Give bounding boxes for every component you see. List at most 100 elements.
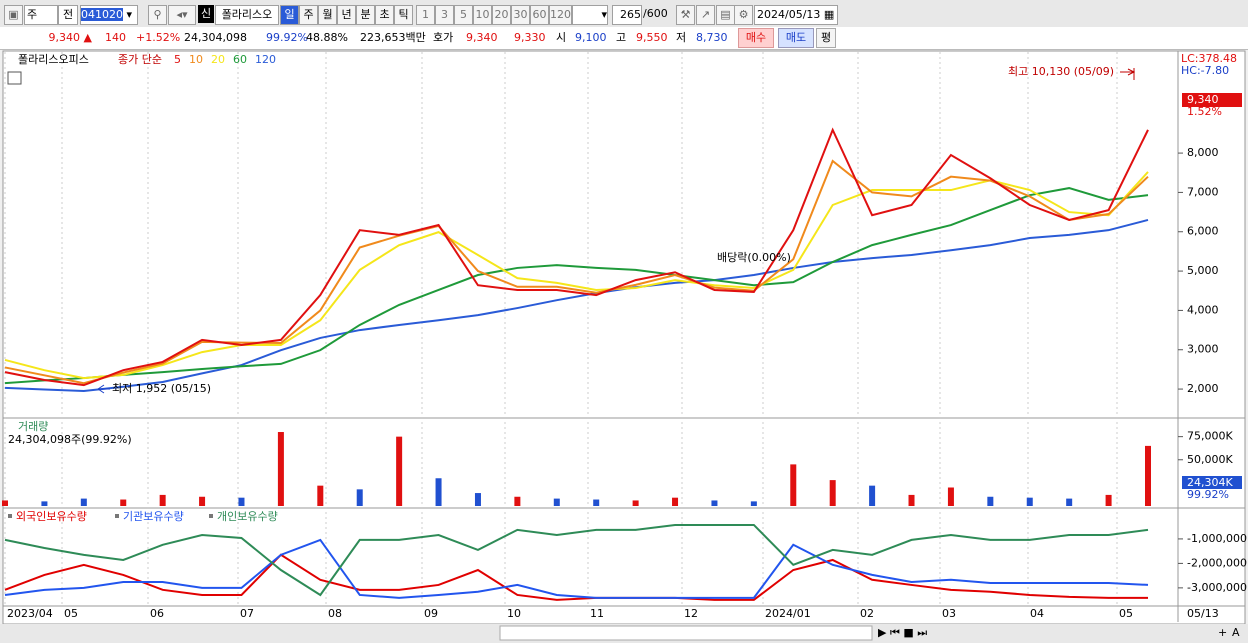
legend-entry: 개인보유수량 bbox=[217, 510, 278, 523]
x-tick-label: 08 bbox=[328, 607, 342, 620]
panel-title: 거래량 bbox=[18, 420, 48, 433]
volume-bar bbox=[1105, 494, 1112, 506]
count-button[interactable]: 30 bbox=[511, 5, 530, 25]
y-tick-label: 75,000K bbox=[1187, 430, 1233, 443]
annotation: 배당락(0.00%) bbox=[717, 251, 791, 264]
legend-dot bbox=[115, 514, 119, 518]
menu-icon[interactable]: ▣ bbox=[4, 5, 23, 25]
tool-icon[interactable]: ⚒ bbox=[676, 5, 695, 25]
settings-icon[interactable]: ⚙ bbox=[734, 5, 753, 25]
y-tick-label: 7,000 bbox=[1187, 185, 1219, 198]
count-button[interactable]: 120 bbox=[549, 5, 572, 25]
volume-bar bbox=[1066, 498, 1073, 506]
code-input[interactable]: 041020 ▾ bbox=[80, 5, 138, 25]
y-tick-label: 3,000 bbox=[1187, 343, 1219, 356]
legend-entry: 10 bbox=[189, 53, 203, 66]
unit-button[interactable]: 분 bbox=[356, 5, 375, 25]
unit-button[interactable]: 초 bbox=[375, 5, 394, 25]
nav-buttons[interactable]: ▶ ⏮ ■ ⏭ bbox=[878, 626, 927, 639]
annotation: 최고 10,130 (05/09) bbox=[1008, 65, 1114, 78]
series-line bbox=[4, 159, 1149, 385]
prev-button[interactable]: 전 bbox=[58, 5, 78, 25]
y-tick-label: -3,000,000 bbox=[1187, 581, 1247, 594]
x-tick-label: 02 bbox=[860, 607, 874, 620]
table-icon[interactable] bbox=[7, 71, 22, 85]
date-input[interactable]: 2024/05/13 ▦ bbox=[754, 5, 838, 25]
high-arrow bbox=[1120, 68, 1136, 80]
code: 041020 bbox=[81, 8, 123, 21]
legend-title: 종가 단순 bbox=[118, 53, 162, 66]
avg-button[interactable]: 평 bbox=[816, 28, 836, 48]
count-button[interactable]: 3 bbox=[435, 5, 454, 25]
volume-bar bbox=[80, 498, 87, 506]
x-last-label: 05/13 bbox=[1187, 607, 1219, 620]
sound-button[interactable]: ◂▾ bbox=[168, 5, 196, 25]
x-tick-label: 09 bbox=[424, 607, 438, 620]
date: 2024/05/13 bbox=[757, 8, 821, 21]
legend-entry: 외국인보유수량 bbox=[16, 510, 87, 523]
volume-bar bbox=[356, 489, 363, 506]
open: 9,100 bbox=[575, 31, 607, 44]
volume-bar bbox=[869, 485, 876, 506]
blank-select[interactable]: ▾ bbox=[572, 5, 608, 25]
amount: 223,653백만 bbox=[360, 31, 426, 44]
volume-bar bbox=[2, 500, 8, 506]
buy-button[interactable]: 매수 bbox=[738, 28, 774, 48]
period-select[interactable]: 주 bbox=[24, 5, 58, 25]
volume-bar bbox=[711, 500, 718, 506]
count-button[interactable]: 5 bbox=[454, 5, 473, 25]
count-button[interactable]: 1 bbox=[416, 5, 435, 25]
volume-bar bbox=[277, 432, 284, 506]
x-tick-label: 2024/01 bbox=[765, 607, 811, 620]
unit-button[interactable]: 틱 bbox=[394, 5, 413, 25]
volume-bar bbox=[514, 496, 521, 506]
low-label: 저 bbox=[676, 31, 687, 44]
chart-frame bbox=[2, 50, 1246, 625]
scale-note: HC:-7.80 bbox=[1181, 64, 1229, 77]
unit-button[interactable]: 주 bbox=[299, 5, 318, 25]
low-arrow bbox=[97, 384, 110, 394]
volume-pct: 99.92% bbox=[266, 31, 308, 44]
volume-bar bbox=[987, 496, 994, 506]
shown-count[interactable]: 265 bbox=[612, 5, 642, 25]
count-button[interactable]: 60 bbox=[530, 5, 549, 25]
series-line bbox=[4, 218, 1149, 393]
volume-bar bbox=[435, 478, 442, 506]
y-tick-label: -2,000,000 bbox=[1187, 556, 1247, 569]
series-line bbox=[4, 127, 1149, 387]
stock-name[interactable]: 폴라리스오 bbox=[215, 5, 279, 25]
series-line bbox=[4, 553, 1148, 601]
low: 8,730 bbox=[696, 31, 728, 44]
legend-entry: 60 bbox=[233, 53, 247, 66]
x-tick-label: 03 bbox=[942, 607, 956, 620]
new-badge[interactable]: 신 bbox=[198, 5, 214, 23]
ask: 9,340 bbox=[466, 31, 498, 44]
volume-bar bbox=[947, 487, 954, 506]
annotation: 최저 1,952 (05/15) bbox=[112, 382, 211, 395]
scroll-thumb[interactable] bbox=[499, 625, 873, 641]
bid: 9,330 bbox=[514, 31, 546, 44]
y-tick-label: 8,000 bbox=[1187, 146, 1219, 159]
y-tick-label: 5,000 bbox=[1187, 264, 1219, 277]
count-button[interactable]: 20 bbox=[492, 5, 511, 25]
y-tick-label: 2,000 bbox=[1187, 382, 1219, 395]
x-tick-label: 04 bbox=[1030, 607, 1044, 620]
legend-dot bbox=[209, 514, 213, 518]
search-button[interactable]: ⚲ bbox=[148, 5, 167, 25]
legend-entry: 기관보유수량 bbox=[123, 510, 184, 523]
volume-bar bbox=[474, 493, 481, 506]
volume-bar bbox=[1145, 445, 1151, 506]
unit-button[interactable]: 월 bbox=[318, 5, 337, 25]
series-line bbox=[4, 523, 1149, 597]
unit-button[interactable]: 년 bbox=[337, 5, 356, 25]
y-tick-label: 6,000 bbox=[1187, 225, 1219, 238]
scale-note: 1.52% bbox=[1187, 105, 1222, 118]
unit-button[interactable]: 일 bbox=[280, 5, 299, 25]
tool-icon[interactable]: ↗ bbox=[696, 5, 715, 25]
volume-bar bbox=[632, 500, 639, 506]
count-button[interactable]: 10 bbox=[473, 5, 492, 25]
sell-button[interactable]: 매도 bbox=[778, 28, 814, 48]
volume-bar bbox=[553, 498, 560, 506]
save-icon[interactable]: ▤ bbox=[716, 5, 735, 25]
